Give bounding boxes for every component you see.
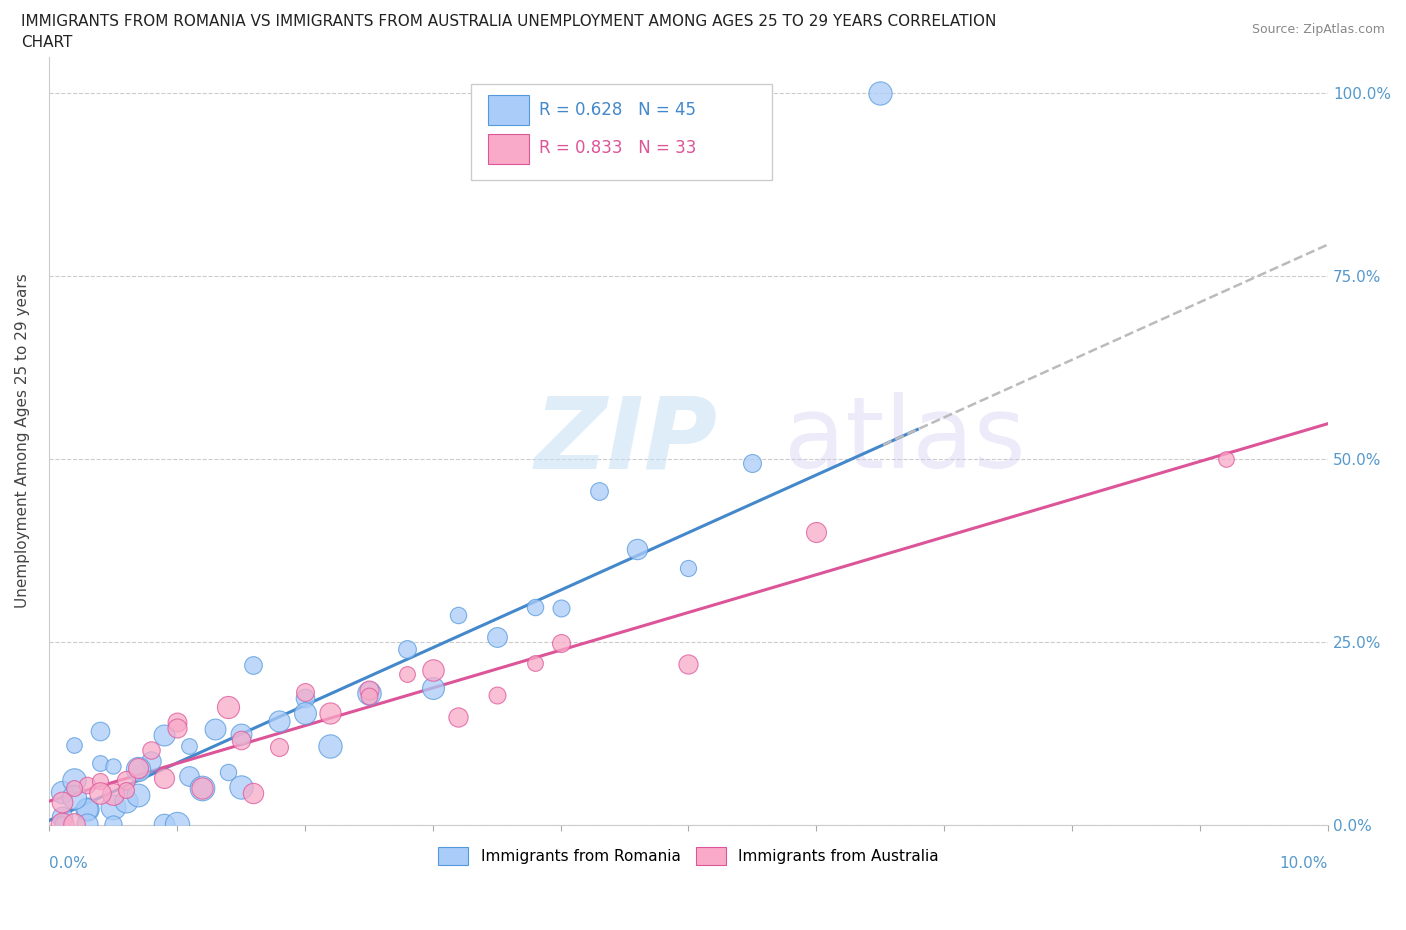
- Point: [63, 780, 86, 795]
- Point: [550, 600, 572, 615]
- Point: [101, 817, 124, 831]
- Point: [101, 759, 124, 774]
- Point: [357, 685, 380, 700]
- Text: IMMIGRANTS FROM ROMANIA VS IMMIGRANTS FROM AUSTRALIA UNEMPLOYMENT AMONG AGES 25 : IMMIGRANTS FROM ROMANIA VS IMMIGRANTS FR…: [21, 14, 997, 29]
- Point: [550, 636, 572, 651]
- Point: [204, 722, 226, 737]
- Point: [89, 774, 111, 789]
- Point: [166, 715, 188, 730]
- Point: [153, 770, 176, 785]
- Point: [267, 714, 290, 729]
- Point: [319, 705, 342, 720]
- Point: [114, 773, 136, 788]
- Text: ZIP: ZIP: [534, 392, 718, 489]
- Point: [485, 630, 508, 644]
- Point: [51, 817, 73, 831]
- Point: [51, 817, 73, 831]
- Legend: Immigrants from Romania, Immigrants from Australia: Immigrants from Romania, Immigrants from…: [432, 841, 945, 871]
- Point: [678, 560, 700, 575]
- Point: [395, 642, 418, 657]
- Point: [447, 710, 470, 724]
- Point: [242, 786, 264, 801]
- Text: R = 0.628   N = 45: R = 0.628 N = 45: [538, 100, 696, 119]
- Point: [139, 753, 162, 768]
- Point: [127, 788, 149, 803]
- Point: [485, 688, 508, 703]
- Point: [447, 607, 470, 622]
- Point: [741, 455, 763, 470]
- Point: [101, 800, 124, 815]
- Point: [166, 817, 188, 831]
- Point: [191, 780, 214, 795]
- Point: [319, 738, 342, 753]
- Point: [114, 782, 136, 797]
- Point: [217, 699, 239, 714]
- Point: [139, 742, 162, 757]
- Point: [51, 784, 73, 799]
- Point: [523, 600, 546, 615]
- Point: [395, 666, 418, 681]
- Point: [76, 777, 98, 792]
- Point: [63, 772, 86, 787]
- Y-axis label: Unemployment Among Ages 25 to 29 years: Unemployment Among Ages 25 to 29 years: [15, 273, 30, 608]
- Point: [76, 802, 98, 817]
- Point: [76, 802, 98, 817]
- Text: R = 0.833   N = 33: R = 0.833 N = 33: [538, 140, 696, 157]
- Point: [626, 541, 648, 556]
- Text: atlas: atlas: [785, 392, 1026, 489]
- Point: [229, 779, 252, 794]
- Point: [63, 817, 86, 831]
- Point: [357, 689, 380, 704]
- Point: [51, 794, 73, 809]
- Point: [63, 790, 86, 804]
- Point: [869, 86, 891, 100]
- Point: [1215, 452, 1237, 467]
- FancyBboxPatch shape: [488, 134, 529, 164]
- Point: [127, 760, 149, 775]
- Point: [229, 727, 252, 742]
- Point: [63, 737, 86, 752]
- FancyBboxPatch shape: [488, 95, 529, 126]
- Point: [294, 705, 316, 720]
- Point: [114, 793, 136, 808]
- Text: CHART: CHART: [21, 35, 73, 50]
- Point: [242, 658, 264, 672]
- Text: 0.0%: 0.0%: [49, 856, 87, 870]
- Point: [229, 733, 252, 748]
- Point: [523, 656, 546, 671]
- Point: [179, 738, 201, 753]
- Point: [166, 721, 188, 736]
- Point: [89, 724, 111, 738]
- Point: [806, 525, 828, 539]
- Point: [267, 739, 290, 754]
- Point: [89, 785, 111, 800]
- Point: [357, 683, 380, 698]
- Point: [294, 690, 316, 705]
- Point: [422, 663, 444, 678]
- FancyBboxPatch shape: [471, 84, 772, 179]
- Point: [89, 756, 111, 771]
- Point: [191, 780, 214, 795]
- Point: [422, 681, 444, 696]
- Point: [153, 817, 176, 831]
- Text: Source: ZipAtlas.com: Source: ZipAtlas.com: [1251, 23, 1385, 36]
- Point: [294, 684, 316, 699]
- Point: [678, 657, 700, 671]
- Point: [179, 768, 201, 783]
- Point: [153, 728, 176, 743]
- Point: [101, 786, 124, 801]
- Point: [217, 764, 239, 779]
- Point: [127, 762, 149, 777]
- Text: 10.0%: 10.0%: [1279, 856, 1329, 870]
- Point: [76, 817, 98, 831]
- Point: [51, 810, 73, 825]
- Point: [588, 484, 610, 498]
